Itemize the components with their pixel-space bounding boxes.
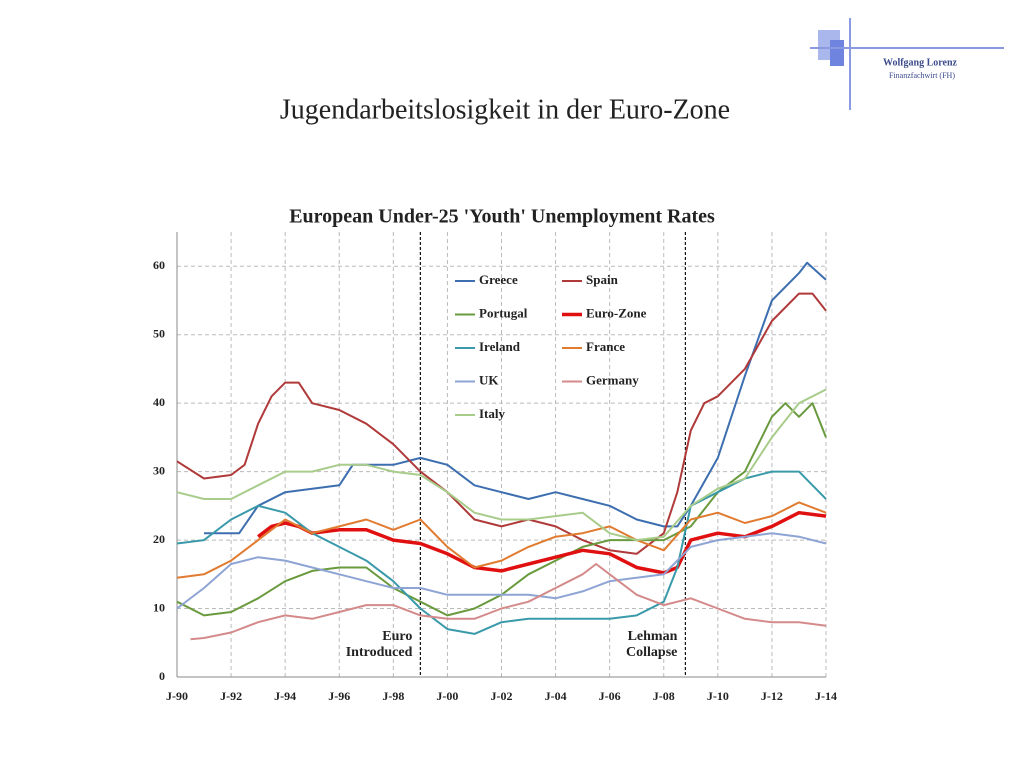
y-tick-label: 10 (153, 600, 165, 614)
line-series (176, 501, 827, 579)
logo-name: Wolfgang Lorenz (883, 57, 958, 68)
legend-label: Ireland (479, 339, 521, 354)
line-series (176, 532, 827, 610)
x-tick-label: J-08 (653, 689, 675, 703)
line-series (176, 402, 827, 617)
y-tick-label: 30 (153, 463, 165, 477)
line-series (176, 292, 827, 555)
logo: Wolfgang Lorenz Finanzfachwirt (FH) (810, 18, 1004, 110)
line-series (176, 388, 827, 542)
x-tick-label: J-96 (328, 689, 350, 703)
y-tick-label: 0 (159, 669, 165, 683)
annotation-text: Euro (382, 629, 412, 644)
legend-label: Italy (479, 406, 506, 421)
x-tick-label: J-02 (491, 689, 513, 703)
annotation-text: Lehman (628, 629, 678, 644)
y-tick-label: 40 (153, 395, 165, 409)
y-tick-label: 50 (153, 326, 165, 340)
x-tick-label: J-92 (220, 689, 242, 703)
slide-title: Jugendarbeitslosigkeit in der Euro-Zone (280, 94, 730, 125)
annotation-text: Collapse (626, 645, 677, 660)
x-tick-label: J-98 (382, 689, 404, 703)
y-tick-label: 60 (153, 258, 165, 272)
line-series (204, 261, 827, 535)
legend-label: Germany (586, 372, 639, 387)
line-series (190, 563, 827, 641)
x-tick-label: J-06 (599, 689, 621, 703)
x-tick-label: J-94 (274, 689, 296, 703)
y-tick-label: 20 (153, 532, 165, 546)
chart-title: European Under-25 'Youth' Unemployment R… (289, 206, 715, 228)
annotation-text: Introduced (346, 645, 413, 660)
line-series (176, 470, 827, 635)
legend-label: Euro-Zone (586, 305, 647, 320)
legend-label: Portugal (479, 305, 528, 320)
legend-label: UK (479, 372, 499, 387)
x-tick-label: J-00 (436, 689, 458, 703)
legend-label: Spain (586, 272, 619, 287)
x-tick-label: J-14 (815, 689, 837, 703)
logo-square (830, 40, 844, 66)
x-tick-label: J-12 (761, 689, 783, 703)
x-tick-label: J-04 (545, 689, 567, 703)
logo-subtitle: Finanzfachwirt (FH) (889, 71, 955, 80)
legend: Greece Spain Portugal Euro-Zone Ireland Franc… (455, 272, 647, 421)
legend-label: France (586, 339, 625, 354)
x-tick-label: J-10 (707, 689, 729, 703)
legend-label: Greece (479, 272, 518, 287)
x-tick-label: J-90 (166, 689, 188, 703)
